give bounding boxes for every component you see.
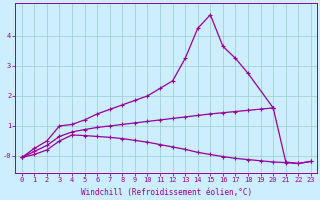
X-axis label: Windchill (Refroidissement éolien,°C): Windchill (Refroidissement éolien,°C) (81, 188, 252, 197)
